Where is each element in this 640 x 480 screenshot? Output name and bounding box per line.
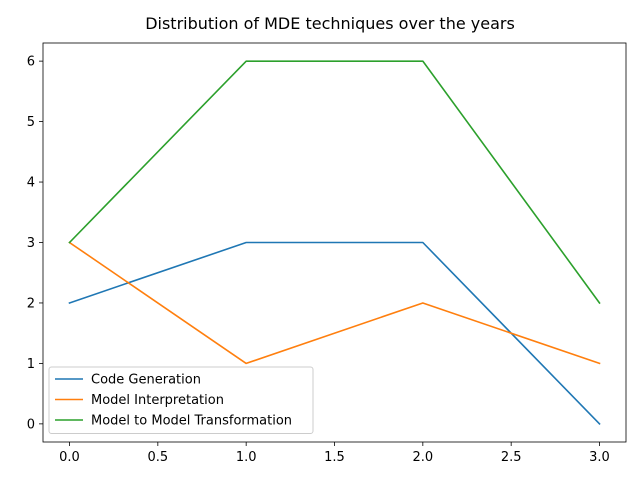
y-tick-label: 5 [27,115,35,130]
y-tick-label: 2 [27,296,35,311]
y-tick-label: 0 [27,417,35,432]
y-axis: 0 1 2 3 4 5 6 [27,55,43,432]
x-tick-label: 2.5 [501,450,522,465]
x-axis: 0.0 0.5 1.0 1.5 2.0 2.5 3.0 [59,442,610,465]
chart-title: Distribution of MDE techniques over the … [145,14,515,33]
x-tick-label: 0.0 [59,450,80,465]
legend-label: Code Generation [91,373,201,388]
x-tick-label: 1.5 [324,450,345,465]
legend-label: Model Interpretation [91,393,224,408]
legend-label: Model to Model Transformation [91,414,292,429]
y-tick-label: 1 [27,357,35,372]
y-tick-label: 4 [27,176,35,191]
x-tick-label: 0.5 [147,450,168,465]
x-tick-label: 1.0 [236,450,257,465]
y-tick-label: 6 [27,55,35,70]
legend: Code Generation Model Interpretation Model… [48,366,314,434]
series-line-1 [68,241,601,365]
x-tick-label: 2.0 [412,450,433,465]
series-group [68,60,601,425]
x-tick-label: 3.0 [589,450,610,465]
series-line-2 [68,60,601,305]
y-tick-label: 3 [27,236,35,251]
legend-box [48,366,314,434]
